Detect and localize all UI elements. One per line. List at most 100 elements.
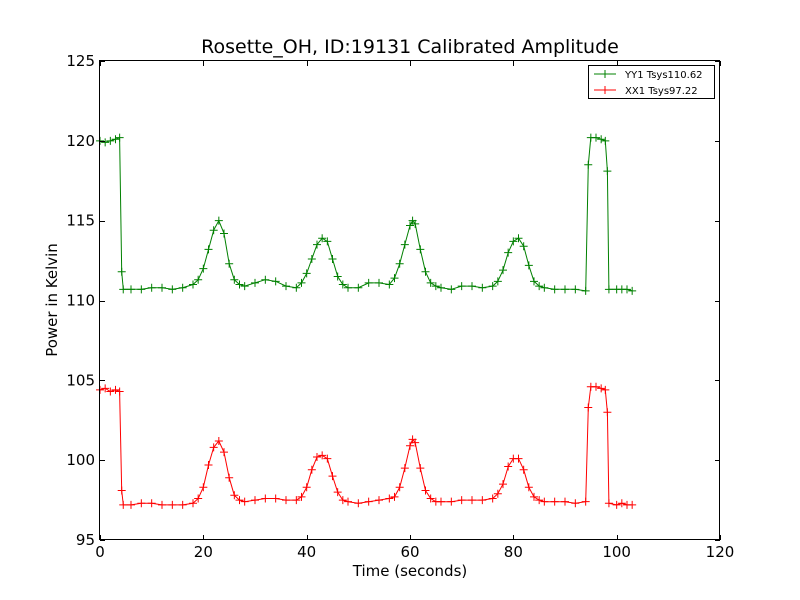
data-point	[437, 497, 445, 506]
data-point	[375, 496, 383, 505]
data-point	[592, 133, 600, 142]
data-point	[504, 248, 513, 257]
legend-marker	[601, 86, 609, 94]
data-point	[447, 497, 456, 506]
data-point	[117, 486, 126, 495]
data-point	[514, 234, 523, 243]
data-point	[597, 135, 606, 144]
data-point	[119, 285, 128, 294]
x-tick-label: 0	[95, 543, 105, 561]
data-point	[106, 136, 115, 145]
legend-label: XX1 Tsys97.22	[625, 86, 698, 97]
data-point	[364, 497, 373, 506]
data-point	[431, 282, 440, 291]
data-point	[385, 494, 394, 503]
data-point	[214, 216, 223, 225]
y-tick-label: 100	[66, 451, 95, 469]
data-point	[333, 272, 342, 281]
data-point	[225, 473, 234, 482]
data-point	[524, 261, 533, 270]
axes	[99, 60, 720, 540]
data-point	[488, 494, 497, 503]
data-point	[478, 496, 487, 505]
data-point	[240, 282, 249, 291]
data-point	[395, 483, 404, 492]
data-point	[581, 286, 590, 295]
data-point	[225, 259, 234, 268]
legend-label: YY1 Tsys110.62	[624, 70, 703, 81]
x-tick-label: 40	[297, 543, 316, 561]
data-point	[297, 278, 306, 287]
data-point	[406, 441, 414, 450]
data-point	[137, 285, 146, 294]
y-tick-label: 115	[66, 212, 95, 230]
data-point	[530, 277, 538, 286]
data-point	[628, 286, 637, 295]
x-tick-label: 120	[706, 543, 735, 561]
data-point	[597, 384, 606, 393]
data-point	[344, 497, 352, 506]
data-point	[127, 285, 135, 294]
data-point	[390, 274, 399, 283]
data-point	[561, 285, 569, 294]
data-point	[478, 283, 487, 292]
data-point	[571, 499, 580, 508]
data-point	[168, 285, 177, 294]
data-point	[499, 480, 507, 489]
data-point	[271, 277, 280, 286]
data-point	[147, 499, 156, 508]
data-point	[601, 136, 610, 145]
axes-frame	[99, 60, 720, 540]
data-point	[535, 282, 544, 291]
data-point	[584, 403, 593, 412]
data-point	[119, 500, 128, 509]
data-point	[344, 283, 352, 292]
data-point	[292, 496, 301, 505]
data-point	[302, 269, 311, 278]
data-point	[395, 259, 404, 268]
data-point	[115, 133, 124, 142]
data-point	[282, 282, 290, 291]
y-tick-label: 120	[66, 132, 95, 150]
data-point	[318, 451, 327, 460]
data-point	[101, 384, 110, 393]
data-point	[540, 497, 549, 506]
data-point	[426, 278, 435, 287]
data-point	[421, 486, 430, 495]
chart-title: Rosette_OH, ID:19131 Calibrated Amplitud…	[201, 36, 619, 58]
data-point	[623, 285, 631, 294]
data-point	[504, 462, 513, 471]
data-point	[220, 229, 228, 238]
legend-entry-2: XX1 Tsys97.22	[594, 86, 698, 97]
data-point	[519, 465, 528, 474]
data-point	[457, 282, 466, 291]
data-point	[604, 285, 613, 294]
data-point	[571, 285, 580, 294]
data-point	[364, 278, 373, 287]
data-point	[313, 452, 321, 461]
data-point	[158, 283, 166, 292]
data-point	[178, 283, 187, 292]
data-point	[117, 267, 126, 276]
data-point	[561, 497, 569, 506]
data-point	[323, 454, 332, 463]
y-axis-label: Power in Kelvin	[43, 243, 61, 357]
data-point	[406, 221, 414, 230]
data-point	[530, 492, 538, 501]
data-point	[524, 483, 533, 492]
data-point	[189, 499, 197, 508]
data-point	[581, 497, 590, 506]
x-tick-label: 80	[504, 543, 523, 561]
legend-entry-1: YY1 Tsys110.62	[594, 70, 703, 81]
data-point	[499, 266, 507, 275]
data-point	[292, 283, 301, 292]
data-point	[307, 465, 316, 474]
data-point	[333, 488, 342, 497]
x-tick-label: 100	[602, 543, 631, 561]
legend-marker	[601, 70, 609, 78]
data-point	[604, 499, 613, 508]
data-point	[209, 443, 218, 452]
data-point	[338, 496, 347, 505]
data-point	[338, 280, 347, 289]
data-point	[390, 492, 399, 501]
